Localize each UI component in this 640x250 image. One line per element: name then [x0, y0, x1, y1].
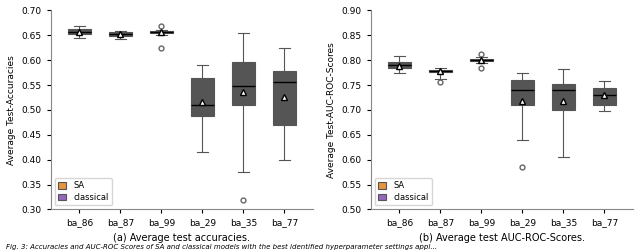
PathPatch shape	[109, 32, 132, 36]
PathPatch shape	[232, 62, 255, 105]
Y-axis label: Average Test-AUC-ROC-Scores: Average Test-AUC-ROC-Scores	[327, 42, 336, 178]
PathPatch shape	[593, 88, 616, 105]
PathPatch shape	[68, 29, 91, 34]
Legend: SA, classical: SA, classical	[375, 178, 432, 205]
PathPatch shape	[191, 78, 214, 116]
PathPatch shape	[511, 80, 534, 105]
Text: Fig. 3: Accuracies and AUC-ROC Scores of SA and classical models with the best i: Fig. 3: Accuracies and AUC-ROC Scores of…	[6, 244, 438, 250]
Y-axis label: Average Test-Accuracies: Average Test-Accuracies	[7, 55, 16, 165]
Legend: SA, classical: SA, classical	[55, 178, 112, 205]
PathPatch shape	[150, 31, 173, 33]
X-axis label: (b) Average test AUC-ROC-Scores.: (b) Average test AUC-ROC-Scores.	[419, 233, 585, 243]
PathPatch shape	[273, 71, 296, 125]
PathPatch shape	[388, 62, 411, 68]
PathPatch shape	[552, 84, 575, 110]
PathPatch shape	[429, 70, 452, 72]
PathPatch shape	[470, 59, 493, 61]
X-axis label: (a) Average test accuracies.: (a) Average test accuracies.	[113, 233, 250, 243]
